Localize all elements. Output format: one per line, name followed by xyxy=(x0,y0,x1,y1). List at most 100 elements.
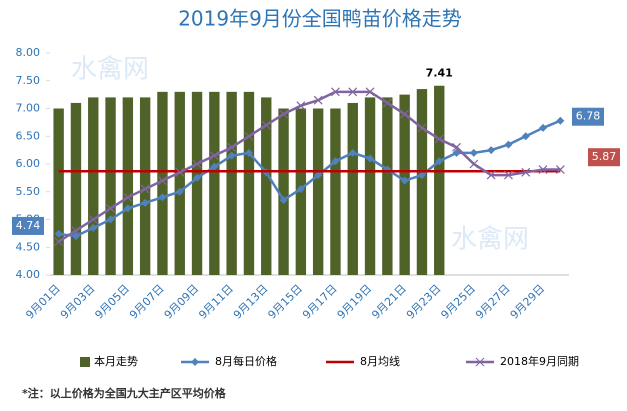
marker xyxy=(54,237,64,247)
marker xyxy=(331,87,340,97)
marker xyxy=(469,159,479,169)
bar xyxy=(330,108,341,275)
marker xyxy=(313,95,323,105)
x-tick-label: 9月07日 xyxy=(127,282,167,322)
marker xyxy=(89,223,98,232)
x-tick-label: 9月01日 xyxy=(23,282,63,322)
marker xyxy=(555,165,565,174)
marker xyxy=(209,151,219,161)
chart-title: 2019年9月份全国鸭苗价格走势 xyxy=(178,7,462,31)
marker xyxy=(279,109,288,119)
bar xyxy=(122,97,134,276)
bar xyxy=(88,97,99,276)
x-tick-label: 9月05日 xyxy=(92,282,132,322)
marker xyxy=(123,192,133,202)
data-label-box xyxy=(12,216,44,235)
marker xyxy=(539,123,548,132)
x-tick-label: 9月13日 xyxy=(231,282,271,322)
marker xyxy=(417,123,427,133)
bar xyxy=(399,94,410,275)
footnote: *注：以上价格为全国九大主产区平均价格 xyxy=(22,386,227,400)
marker xyxy=(88,215,98,224)
data-label-box xyxy=(588,148,620,167)
marker xyxy=(435,157,444,166)
marker xyxy=(521,167,531,177)
marker xyxy=(348,148,357,157)
marker xyxy=(486,170,496,180)
data-label: 7.41 xyxy=(426,67,453,80)
marker xyxy=(434,134,444,144)
marker xyxy=(140,184,150,194)
x-tick-label: 9月03日 xyxy=(58,282,98,322)
marker xyxy=(366,154,375,163)
bar xyxy=(278,108,289,275)
marker xyxy=(314,171,323,180)
marker xyxy=(71,226,81,236)
marker xyxy=(296,184,305,193)
marker xyxy=(487,146,496,155)
x-tick-label: 9月29日 xyxy=(508,282,548,322)
legend-label: 2018年9月同期 xyxy=(500,354,579,368)
y-tick-label: 6.50 xyxy=(16,129,41,142)
marker xyxy=(504,140,513,149)
bar xyxy=(157,91,168,275)
x-tick-label: 9月17日 xyxy=(300,282,340,322)
bar xyxy=(312,108,324,275)
y-tick-label: 8.00 xyxy=(16,46,41,59)
bar xyxy=(347,102,358,275)
bar xyxy=(105,97,116,276)
y-tick-label: 4.00 xyxy=(16,268,41,281)
watermark: 水禽网 xyxy=(451,225,529,255)
bar xyxy=(70,102,82,275)
bar xyxy=(243,91,255,275)
marker xyxy=(192,159,202,169)
marker xyxy=(538,165,548,174)
marker xyxy=(452,142,461,152)
x-tick-label: 9月23日 xyxy=(404,282,444,322)
marker xyxy=(244,148,253,157)
legend-marker xyxy=(475,357,485,367)
marker xyxy=(296,101,306,111)
marker xyxy=(521,132,530,141)
x-tick-label: 9月27日 xyxy=(473,282,513,322)
marker xyxy=(227,151,236,160)
x-tick-label: 9月21日 xyxy=(369,282,409,322)
y-tick-label: 7.00 xyxy=(16,102,41,115)
x-tick-label: 9月19日 xyxy=(335,282,375,322)
bar xyxy=(174,91,185,275)
bar xyxy=(226,91,237,275)
marker xyxy=(123,204,132,213)
bar xyxy=(139,97,151,276)
y-tick-label: 5.50 xyxy=(16,185,41,198)
legend-swatch xyxy=(80,357,90,367)
marker xyxy=(71,232,80,241)
legend-label: 8月每日价格 xyxy=(215,354,277,368)
legend-label: 8月均线 xyxy=(360,354,400,368)
marker xyxy=(175,187,184,196)
marker xyxy=(400,176,409,185)
marker xyxy=(279,196,288,205)
marker xyxy=(348,87,358,97)
marker xyxy=(106,215,115,224)
marker xyxy=(193,173,202,182)
y-tick-label: 6.00 xyxy=(16,157,41,170)
marker xyxy=(54,229,63,238)
marker xyxy=(106,203,115,213)
line xyxy=(57,90,561,243)
bar xyxy=(261,97,272,276)
marker xyxy=(141,198,150,207)
bar xyxy=(53,108,64,275)
marker xyxy=(261,120,271,130)
marker xyxy=(400,109,410,119)
bar xyxy=(364,97,376,276)
marker xyxy=(469,148,478,157)
bar xyxy=(191,91,203,275)
marker xyxy=(556,116,565,125)
data-label: 4.74 xyxy=(16,219,41,232)
x-tick-label: 9月25日 xyxy=(438,282,478,322)
bar xyxy=(382,97,393,276)
data-label: 6.78 xyxy=(576,110,601,123)
data-label-box xyxy=(572,107,604,126)
marker xyxy=(331,157,340,166)
